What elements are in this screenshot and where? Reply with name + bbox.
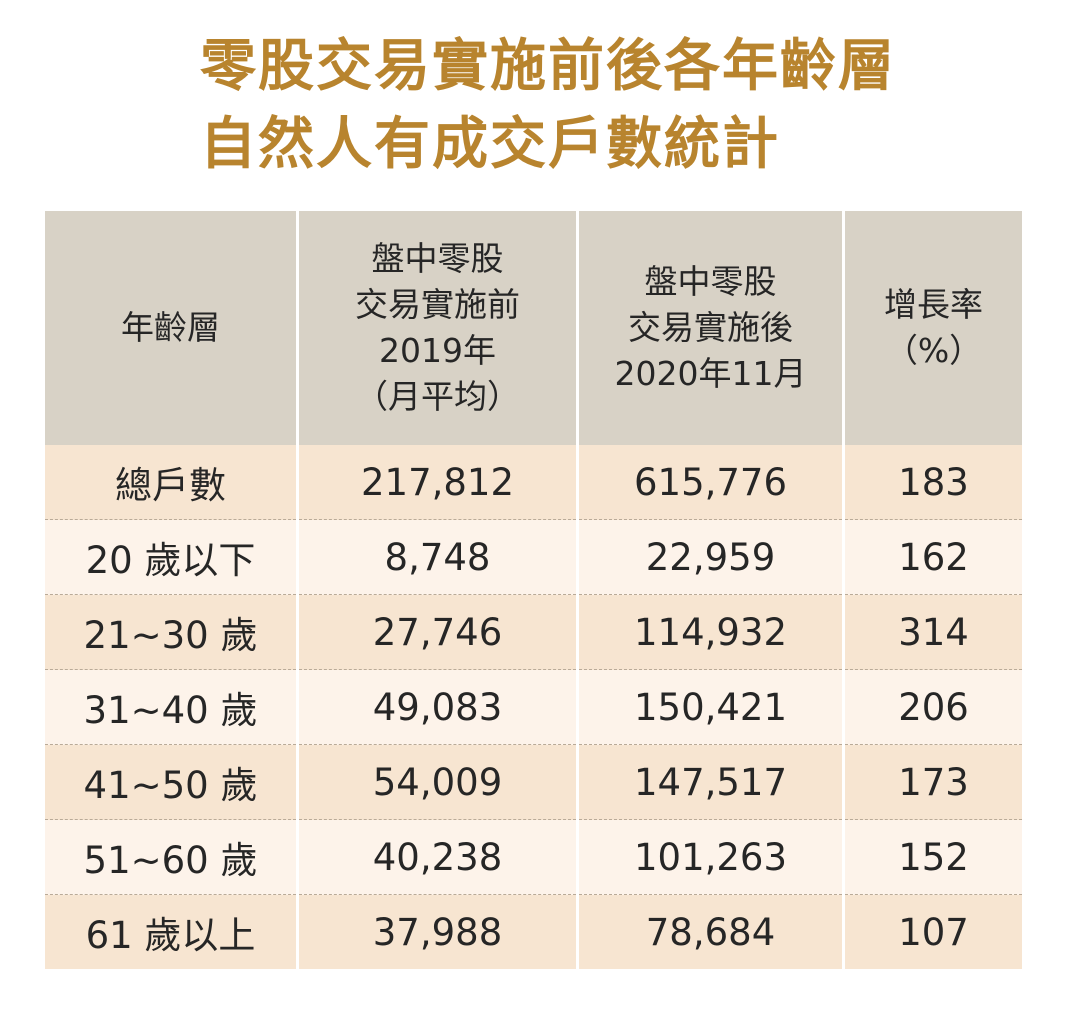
age-group-cell: 61 歲以上 xyxy=(42,894,299,969)
after-value-cell: 101,263 xyxy=(576,819,845,895)
header-text: 2020年11月 xyxy=(614,354,807,393)
table-row: 41~50 歲 54,009 147,517 173 xyxy=(42,744,1025,820)
after-value-cell: 78,684 xyxy=(576,894,845,969)
age-group-cell: 51~60 歲 xyxy=(42,819,299,895)
header-growth-rate: 增長率 （%） xyxy=(842,211,1025,445)
header-age-group: 年齡層 xyxy=(42,211,299,445)
growth-rate-cell: 162 xyxy=(842,519,1025,595)
growth-rate-cell: 173 xyxy=(842,744,1025,820)
page-title: 零股交易實施前後各年齡層 自然人有成交戶數統計 xyxy=(200,28,1060,184)
age-group-cell: 20 歲以下 xyxy=(42,519,299,595)
header-after-implementation: 盤中零股 交易實施後 2020年11月 xyxy=(576,211,845,445)
growth-rate-cell: 314 xyxy=(842,594,1025,670)
after-value-cell: 147,517 xyxy=(576,744,845,820)
header-text: 盤中零股 xyxy=(371,239,504,278)
table-row: 31~40 歲 49,083 150,421 206 xyxy=(42,669,1025,745)
after-value-cell: 150,421 xyxy=(576,669,845,745)
before-value-cell: 8,748 xyxy=(296,519,579,595)
title-line-1: 零股交易實施前後各年齡層 xyxy=(200,34,896,99)
header-text: （月平均） xyxy=(355,377,520,416)
table-row: 51~60 歲 40,238 101,263 152 xyxy=(42,819,1025,895)
growth-rate-cell: 107 xyxy=(842,894,1025,969)
header-text: 交易實施後 xyxy=(628,308,793,347)
before-value-cell: 27,746 xyxy=(296,594,579,670)
table-row: 20 歲以下 8,748 22,959 162 xyxy=(42,519,1025,595)
age-group-statistics-table: 年齡層 盤中零股 交易實施前 2019年 （月平均） 盤中零股 交易實施後 20… xyxy=(42,211,1025,969)
age-group-cell: 41~50 歲 xyxy=(42,744,299,820)
header-text: （%） xyxy=(884,331,983,370)
after-value-cell: 114,932 xyxy=(576,594,845,670)
table-row: 61 歲以上 37,988 78,684 107 xyxy=(42,894,1025,969)
growth-rate-cell: 152 xyxy=(842,819,1025,895)
after-value-cell: 22,959 xyxy=(576,519,845,595)
header-text: 盤中零股 xyxy=(644,262,777,301)
header-text: 交易實施前 xyxy=(355,285,520,324)
header-text: 年齡層 xyxy=(121,308,220,347)
header-text: 2019年 xyxy=(379,331,496,370)
before-value-cell: 217,812 xyxy=(296,445,579,520)
before-value-cell: 49,083 xyxy=(296,669,579,745)
before-value-cell: 40,238 xyxy=(296,819,579,895)
header-text: 增長率 xyxy=(884,285,983,324)
age-group-cell: 21~30 歲 xyxy=(42,594,299,670)
before-value-cell: 54,009 xyxy=(296,744,579,820)
title-line-2: 自然人有成交戶數統計 xyxy=(200,112,780,177)
age-group-cell: 總戶數 xyxy=(42,445,299,520)
header-before-implementation: 盤中零股 交易實施前 2019年 （月平均） xyxy=(296,211,579,445)
table-header-row: 年齡層 盤中零股 交易實施前 2019年 （月平均） 盤中零股 交易實施後 20… xyxy=(42,211,1025,445)
table-row: 21~30 歲 27,746 114,932 314 xyxy=(42,594,1025,670)
age-group-cell: 31~40 歲 xyxy=(42,669,299,745)
before-value-cell: 37,988 xyxy=(296,894,579,969)
growth-rate-cell: 183 xyxy=(842,445,1025,520)
table-row: 總戶數 217,812 615,776 183 xyxy=(42,445,1025,520)
growth-rate-cell: 206 xyxy=(842,669,1025,745)
after-value-cell: 615,776 xyxy=(576,445,845,520)
